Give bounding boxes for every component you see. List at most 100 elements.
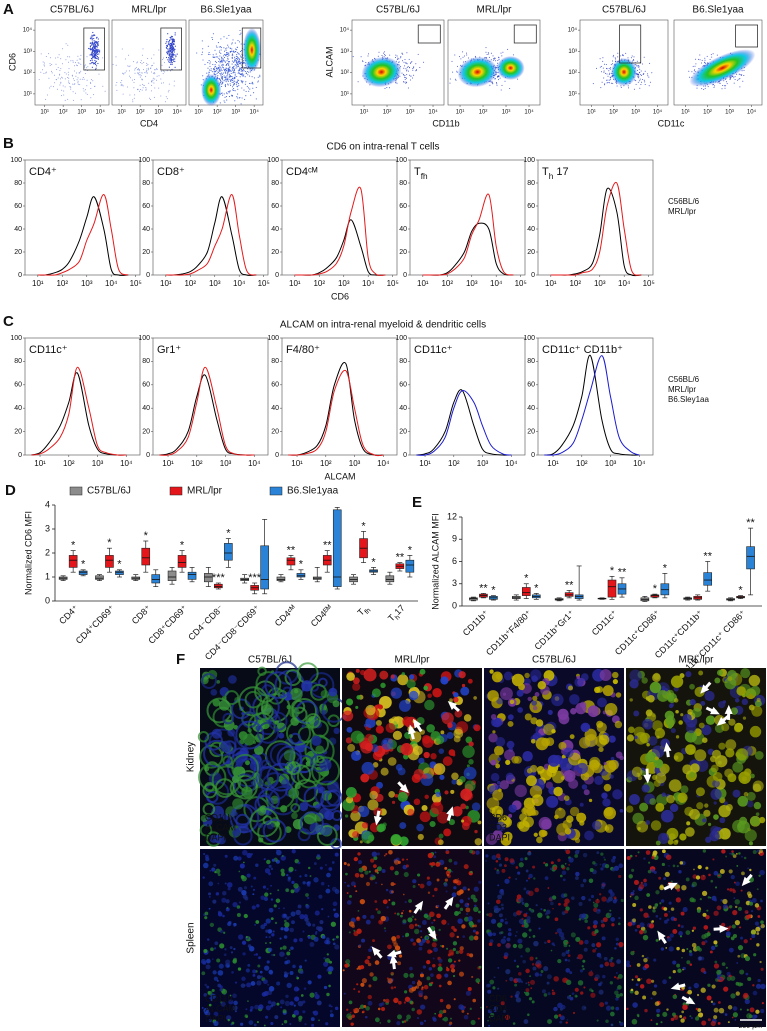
tissue-cell	[431, 942, 437, 948]
event-dot	[237, 57, 239, 59]
tissue-cell	[270, 1004, 274, 1008]
event-dot	[137, 73, 139, 75]
tissue-cell	[227, 887, 231, 891]
event-dot	[161, 64, 163, 66]
event-dot	[228, 78, 230, 80]
event-dot	[240, 43, 242, 45]
tissue-cell	[660, 809, 674, 823]
event-dot	[253, 77, 255, 79]
tissue-cell	[307, 935, 311, 939]
event-dot	[468, 57, 469, 59]
tissue-cell	[233, 1000, 238, 1006]
event-dot	[168, 56, 170, 59]
tissue-cell	[327, 915, 330, 918]
tissue-cell	[303, 987, 307, 990]
arrow	[700, 681, 712, 694]
tissue-cell	[443, 1016, 449, 1022]
event-dot	[494, 60, 496, 62]
event-dot	[228, 34, 230, 36]
tissue-cell	[432, 894, 435, 898]
event-dot	[93, 51, 95, 53]
tissue-cell	[226, 1015, 232, 1021]
event-dot	[77, 80, 79, 82]
event-dot	[171, 44, 173, 46]
tissue-cell	[407, 808, 415, 816]
x-tick-label-main: T	[386, 612, 397, 623]
tissue-cell	[364, 870, 369, 875]
event-dot	[139, 90, 141, 92]
event-dot	[166, 39, 168, 41]
event-dot	[59, 70, 61, 72]
event-dot	[68, 74, 70, 76]
event-dot	[639, 87, 641, 89]
tissue-cell	[286, 951, 291, 956]
event-dot	[239, 68, 241, 70]
event-dot	[207, 45, 209, 47]
tissue-cell	[270, 1021, 274, 1026]
event-dot	[206, 72, 208, 74]
event-dot	[225, 67, 227, 69]
event-dot	[713, 86, 715, 88]
significance: *	[663, 562, 668, 574]
event-dot	[604, 84, 605, 86]
tissue-cell	[321, 935, 326, 939]
event-dot	[234, 73, 236, 75]
event-dot	[168, 59, 170, 61]
tissue-cell	[666, 827, 679, 840]
tissue-cell	[222, 891, 227, 896]
tissue-cell	[505, 759, 511, 765]
event-dot	[221, 72, 223, 74]
event-dot	[498, 79, 500, 81]
event-dot	[91, 38, 93, 40]
event-dot	[228, 71, 230, 73]
event-dot	[95, 60, 97, 63]
event-dot	[170, 53, 172, 55]
tissue-cell	[364, 733, 374, 743]
tissue-cell	[318, 1019, 320, 1022]
tissue-cell	[401, 1020, 405, 1024]
tissue-structure	[202, 783, 218, 799]
event-dot	[140, 60, 142, 62]
tissue-cell	[727, 676, 733, 682]
event-dot	[153, 62, 155, 64]
tissue-cell	[237, 856, 242, 861]
tissue-cell	[727, 773, 737, 783]
event-dot	[234, 64, 236, 66]
tissue-cell	[326, 872, 331, 878]
event-dot	[241, 74, 243, 76]
event-dot	[172, 41, 174, 44]
event-dot	[639, 78, 641, 80]
event-dot	[227, 53, 229, 55]
event-dot	[605, 64, 607, 65]
y-tick-label: 12	[447, 511, 457, 521]
tissue-cell	[598, 746, 604, 753]
x-tick-label: 10⁴	[653, 109, 663, 116]
tissue-cell	[753, 801, 762, 810]
event-dot	[707, 86, 709, 88]
tissue-cell	[289, 1001, 294, 1006]
tissue-cell	[508, 813, 513, 818]
tissue-cell	[246, 873, 251, 878]
event-dot	[136, 69, 138, 71]
tissue-cell	[213, 863, 217, 867]
event-dot	[82, 88, 84, 90]
histogram-line	[544, 355, 640, 456]
tissue-cell	[394, 945, 401, 951]
event-dot	[115, 84, 117, 86]
event-dot	[395, 57, 396, 58]
column-title: MRL/lpr	[678, 655, 714, 666]
event-dot	[94, 62, 96, 64]
tissue-cell	[249, 946, 255, 952]
event-dot	[485, 47, 487, 49]
event-dot	[242, 81, 244, 83]
event-dot	[174, 32, 176, 34]
event-dot	[169, 58, 171, 60]
box	[204, 573, 213, 583]
event-dot	[88, 47, 90, 50]
histogram-line	[544, 355, 640, 456]
event-dot	[221, 60, 223, 62]
event-dot	[94, 85, 96, 87]
panel-letter: E	[412, 494, 422, 511]
event-dot	[241, 50, 243, 52]
tissue-cell	[546, 766, 557, 778]
